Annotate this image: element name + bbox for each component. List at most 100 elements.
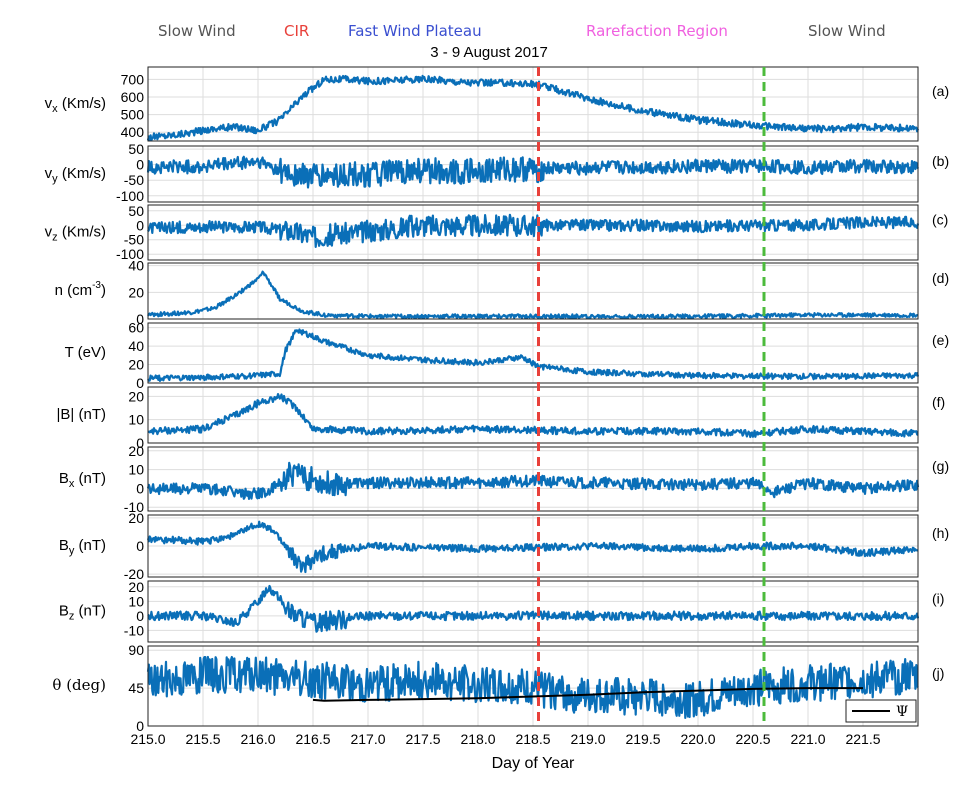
y-tick-label: 20 (128, 388, 144, 404)
y-tick-label: 0 (136, 311, 144, 327)
panel-tag-f: (f) (932, 394, 945, 410)
panel-tag-d: (d) (932, 270, 949, 286)
region-label-cir: CIR (284, 22, 310, 40)
y-tick-label: 40 (128, 338, 144, 354)
region-label-slow-wind-left: Slow Wind (158, 22, 236, 40)
panel-frame (147, 66, 919, 142)
x-tick-label: 215.5 (185, 731, 220, 747)
y-tick-label: 0 (136, 435, 144, 451)
y-tick-label: 10 (128, 593, 144, 609)
y-tick-label: 20 (128, 357, 144, 373)
y-tick-label: 0 (136, 480, 144, 496)
series-line-a (146, 74, 920, 142)
series-line-psi (312, 687, 863, 702)
y-tick-label: -10 (124, 499, 144, 515)
panel-frame (147, 446, 919, 512)
y-tick-label: 20 (128, 579, 144, 595)
axis-label-j: θ (deg) (52, 676, 106, 694)
axis-label-h: By (nT) (59, 537, 106, 557)
y-tick-label: -10 (124, 622, 144, 638)
y-tick-label: -50 (124, 172, 144, 188)
panel-frame (147, 580, 919, 643)
panel-tag-h: (h) (932, 525, 949, 541)
x-tick-label: 216.5 (295, 731, 330, 747)
x-tick-label: 221.5 (845, 731, 880, 747)
y-tick-label: 0 (136, 538, 144, 554)
panel-d: 0 20 40 (d) (128, 258, 949, 327)
panel-tag-b: (b) (932, 153, 949, 169)
panel-f: 0 10 20 (f) (128, 386, 945, 451)
series-line-h (146, 520, 919, 574)
y-tick-label: 20 (128, 510, 144, 526)
region-label-slow-wind-right: Slow Wind (808, 22, 886, 40)
panel-tag-i: (i) (932, 591, 944, 607)
panel-h: -20 0 20 (h) (124, 510, 949, 582)
legend-label: Ψ (896, 704, 908, 720)
panel-tag-e: (e) (932, 332, 949, 348)
series-line-e (147, 328, 920, 382)
panel-frame (147, 386, 919, 444)
axis-label-a: vx (Km/s) (45, 95, 106, 115)
y-tick-label: 600 (121, 89, 145, 105)
y-tick-label: 50 (128, 141, 144, 157)
x-tick-label: 215.0 (130, 731, 165, 747)
axis-label-d: n (cm-3) (55, 280, 106, 299)
series-line-c (147, 213, 920, 248)
panel-tag-c: (c) (932, 212, 948, 228)
y-tick-label: 0 (136, 157, 144, 173)
legend: Ψ (845, 699, 917, 723)
x-tick-label: 218.0 (460, 731, 495, 747)
x-tick-label: 221.0 (790, 731, 825, 747)
panel-g: -10 0 10 20 (g) (124, 443, 949, 515)
x-tick-label: 219.5 (625, 731, 660, 747)
y-tick-label: 400 (121, 124, 145, 140)
series-line-b (146, 155, 919, 189)
x-tick-label: 220.0 (680, 731, 715, 747)
panel-frame (147, 514, 919, 578)
axis-label-e: T (eV) (65, 344, 106, 361)
y-tick-label: -50 (124, 232, 144, 248)
y-tick-label: 0 (136, 718, 144, 734)
axis-label-c: vz (Km/s) (45, 223, 106, 243)
y-tick-label: 10 (128, 412, 144, 428)
y-tick-label: 0 (136, 217, 144, 233)
region-label-rarefaction: Rarefaction Region (586, 22, 728, 40)
y-tick-label: 20 (128, 284, 144, 300)
y-tick-label: -20 (124, 566, 144, 582)
y-tick-label: 500 (121, 107, 145, 123)
panel-tag-g: (g) (932, 458, 949, 474)
y-tick-label: 90 (128, 642, 144, 658)
series-line-g (146, 461, 920, 500)
panel-frame (147, 145, 919, 203)
y-tick-label: 40 (128, 258, 144, 274)
x-axis-label: Day of Year (492, 755, 575, 772)
x-tick-label: 216.0 (240, 731, 275, 747)
x-tick-label: 220.5 (735, 731, 770, 747)
y-tick-label: 45 (128, 680, 144, 696)
y-tick-label: -100 (116, 188, 144, 204)
panel-frame (147, 322, 919, 384)
x-tick-label: 217.5 (405, 731, 440, 747)
y-tick-label: 700 (121, 71, 145, 87)
panel-frame (147, 262, 919, 320)
region-label-fast-wind-plateau: Fast Wind Plateau (348, 22, 482, 40)
series-line-d (147, 270, 919, 320)
panel-frame (147, 204, 919, 261)
axis-label-g: Bx (nT) (59, 470, 106, 490)
y-tick-label: 20 (128, 443, 144, 459)
series-line-j (146, 655, 919, 719)
axis-label-b: vy (Km/s) (45, 165, 106, 185)
series-line-i (147, 584, 920, 633)
y-tick-label: 60 (128, 320, 144, 336)
x-tick-label: 217.0 (350, 731, 385, 747)
axis-label-f: |B| (nT) (57, 406, 106, 423)
panel-frame (147, 645, 919, 727)
x-tick-label: 219.0 (570, 731, 605, 747)
y-tick-label: -100 (116, 246, 144, 262)
y-tick-label: 50 (128, 203, 144, 219)
panel-tag-a: (a) (932, 83, 949, 99)
chart-title: 3 - 9 August 2017 (430, 44, 548, 61)
